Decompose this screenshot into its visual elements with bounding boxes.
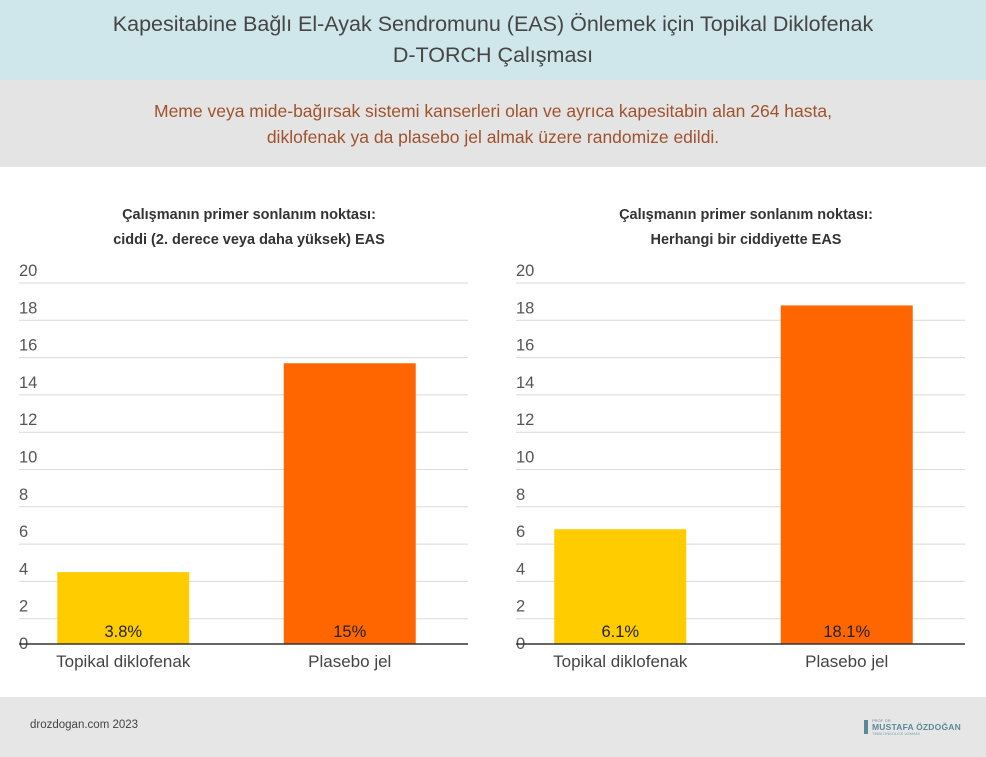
bar — [283, 363, 416, 644]
y-tick-label: 4 — [516, 560, 525, 578]
chart-any-eas: Çalışmanın primer sonlanım noktası: Herh… — [511, 195, 981, 675]
y-tick-label: 12 — [516, 411, 534, 429]
chart-title-line1: Çalışmanın primer sonlanım noktası: — [122, 207, 376, 223]
y-tick-label: 10 — [516, 449, 534, 467]
page-title-line1: Kapesitabine Bağlı El-Ayak Sendromunu (E… — [112, 12, 874, 36]
chart-severe-eas: Çalışmanın primer sonlanım noktası: cidd… — [14, 195, 484, 675]
chart-title-line2: ciddi (2. derece veya daha yüksek) EAS — [113, 232, 385, 248]
y-tick-label: 18 — [516, 299, 534, 317]
y-tick-label: 6 — [19, 523, 28, 541]
chart-title-line1: Çalışmanın primer sonlanım noktası: — [619, 207, 873, 223]
y-tick-label: 14 — [19, 374, 37, 392]
x-tick-label: Plasebo jel — [308, 652, 391, 671]
intro-line2: diklofenak ya da plasebo jel almak üzere… — [266, 126, 720, 147]
y-tick-label: 2 — [516, 598, 525, 616]
header-banner: Kapesitabine Bağlı El-Ayak Sendromunu (E… — [0, 0, 986, 80]
chart-title: Çalışmanın primer sonlanım noktası: cidd… — [14, 203, 484, 253]
bar-value-label: 6.1% — [601, 623, 639, 641]
y-tick-label: 8 — [19, 486, 28, 504]
y-tick-label: 12 — [19, 411, 37, 429]
page-title: Kapesitabine Bağlı El-Ayak Sendromunu (E… — [43, 9, 943, 71]
logo-sub-text: TIBBİ ONKOLOJİ UZMANI — [872, 730, 920, 736]
y-tick-label: 16 — [19, 337, 37, 355]
y-tick-label: 16 — [516, 337, 534, 355]
y-tick-label: 14 — [516, 374, 534, 392]
y-tick-label: 4 — [19, 560, 28, 578]
intro-banner: Meme veya mide-bağırsak sistemi kanserle… — [0, 80, 986, 167]
bar — [780, 305, 913, 644]
y-tick-label: 8 — [516, 486, 525, 504]
bar — [554, 529, 687, 644]
brand-logo: PROF. DR. MUSTAFA ÖZDOĞAN TIBBİ ONKOLOJİ… — [864, 719, 961, 736]
x-tick-label: Topikal diklofenak — [56, 652, 191, 671]
y-tick-label: 18 — [19, 299, 37, 317]
bar-value-label: 3.8% — [104, 623, 142, 641]
logo-name-text: MUSTAFA ÖZDOĞAN — [872, 722, 961, 732]
x-tick-label: Plasebo jel — [805, 652, 888, 671]
logo-text: PROF. DR. MUSTAFA ÖZDOĞAN TIBBİ ONKOLOJİ… — [872, 719, 961, 736]
y-tick-label: 20 — [19, 262, 37, 280]
chart-title-line2: Herhangi bir ciddiyette EAS — [650, 232, 842, 248]
intro-line1: Meme veya mide-bağırsak sistemi kanserle… — [154, 100, 832, 121]
intro-text: Meme veya mide-bağırsak sistemi kanserle… — [93, 98, 893, 150]
page-title-line2: D-TORCH Çalışması — [392, 43, 594, 67]
logo-top-text: PROF. DR. — [872, 718, 892, 723]
y-tick-label: 10 — [19, 449, 37, 467]
footer: drozdogan.com 2023 PROF. DR. MUSTAFA ÖZD… — [0, 697, 986, 757]
logo-mark-icon — [864, 720, 868, 735]
bar-value-label: 18.1% — [823, 623, 870, 641]
y-tick-label: 20 — [516, 262, 534, 280]
chart-title: Çalışmanın primer sonlanım noktası: Herh… — [511, 203, 981, 253]
y-tick-label: 2 — [19, 598, 28, 616]
x-tick-label: Topikal diklofenak — [553, 652, 688, 671]
y-tick-label: 6 — [516, 523, 525, 541]
footer-site-link[interactable]: drozdogan.com 2023 — [30, 719, 139, 731]
bar-value-label: 15% — [333, 623, 366, 641]
bar — [57, 572, 190, 644]
